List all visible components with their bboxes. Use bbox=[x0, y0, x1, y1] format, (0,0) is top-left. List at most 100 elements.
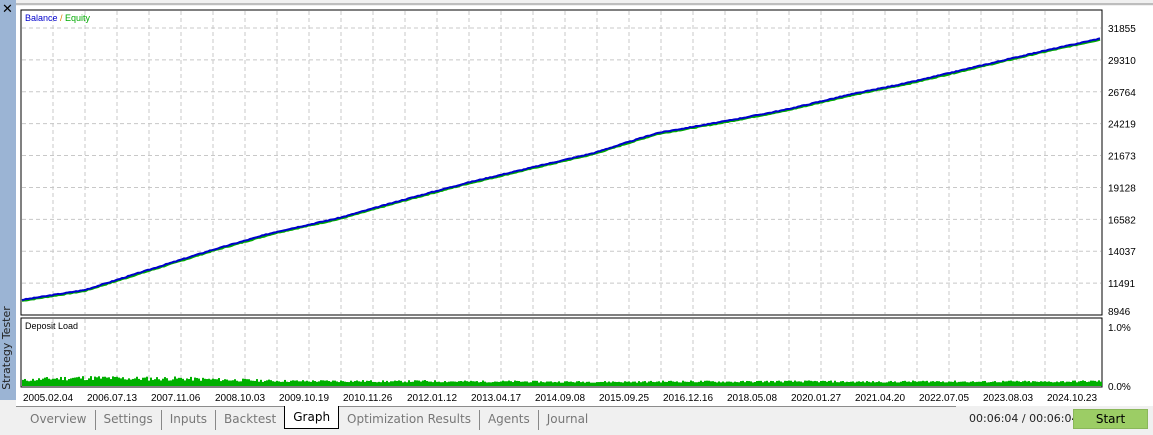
deposit-load-bar bbox=[666, 381, 668, 386]
deposit-load-bar bbox=[318, 381, 320, 386]
deposit-load-bar bbox=[142, 377, 144, 386]
deposit-load-bar bbox=[516, 380, 518, 386]
deposit-load-bar bbox=[220, 381, 222, 386]
x-tick-label: 2007.11.06 bbox=[151, 393, 201, 404]
deposit-load-bar bbox=[214, 379, 216, 386]
tab-overview[interactable]: Overview bbox=[22, 410, 96, 430]
deposit-load-bar bbox=[86, 380, 88, 386]
deposit-load-frame bbox=[20, 317, 1103, 388]
deposit-load-bar bbox=[306, 380, 308, 386]
deposit-load-bar bbox=[568, 381, 570, 386]
deposit-load-bar bbox=[912, 380, 914, 386]
deposit-load-bar bbox=[750, 381, 752, 386]
close-icon[interactable]: ✕ bbox=[2, 2, 13, 17]
deposit-load-bar bbox=[242, 378, 244, 386]
deposit-load-bar bbox=[904, 380, 906, 386]
x-tick-label: 2014.09.08 bbox=[535, 393, 585, 404]
deposit-load-bar bbox=[210, 379, 212, 386]
deposit-load-bar bbox=[190, 376, 192, 386]
tab-backtest[interactable]: Backtest bbox=[224, 412, 277, 426]
deposit-load-bar bbox=[1054, 382, 1056, 386]
deposit-load-bar bbox=[410, 381, 412, 386]
deposit-load-bar bbox=[308, 381, 310, 386]
deposit-load-bar bbox=[512, 382, 514, 386]
deposit-load-bar bbox=[182, 378, 184, 386]
deposit-load-bar bbox=[732, 382, 734, 386]
deposit-load-bar bbox=[554, 381, 556, 386]
deposit-load-bar bbox=[1006, 381, 1008, 386]
deposit-load-bar bbox=[110, 379, 112, 386]
deposit-load-bar bbox=[218, 378, 220, 386]
deposit-load-bar bbox=[876, 382, 878, 386]
deposit-load-bar bbox=[564, 381, 566, 386]
tab-bar: Overview Settings Inputs Backtest Graph Optim… bbox=[16, 406, 956, 435]
y-tick-label: 26764 bbox=[1108, 88, 1136, 99]
deposit-load-bar bbox=[274, 381, 276, 386]
deposit-load-bar bbox=[480, 381, 482, 386]
deposit-load-bar bbox=[498, 381, 500, 386]
deposit-load-bar bbox=[286, 381, 288, 386]
deposit-load-bar bbox=[1062, 381, 1064, 386]
deposit-load-bar bbox=[204, 378, 206, 386]
deposit-load-bar bbox=[452, 381, 454, 386]
deposit-load-bar bbox=[364, 381, 366, 386]
tab-inputs[interactable]: Inputs bbox=[162, 410, 217, 430]
balance-equity-chart: 31855 29310 26764 24219 21673 19128 16582 14037… bbox=[20, 9, 1136, 404]
deposit-load-bar bbox=[706, 380, 708, 386]
deposit-load-bar bbox=[128, 378, 130, 386]
deposit-load-bar bbox=[490, 382, 492, 386]
deposit-load-bar bbox=[372, 381, 374, 386]
deposit-load-bar bbox=[856, 381, 858, 386]
deposit-load-bar bbox=[482, 380, 484, 386]
deposit-load-bar bbox=[724, 382, 726, 386]
deposit-load-bar bbox=[226, 379, 228, 386]
deposit-load-bar bbox=[352, 381, 354, 386]
x-tick-label: 2005.02.04 bbox=[23, 393, 73, 404]
deposit-load-bar bbox=[726, 381, 728, 386]
deposit-load-bar bbox=[360, 381, 362, 386]
deposit-load-bar bbox=[170, 380, 172, 386]
deposit-load-bar bbox=[350, 380, 352, 386]
deposit-load-bar bbox=[138, 378, 140, 386]
deposit-load-bar bbox=[98, 376, 100, 386]
deposit-load-bar bbox=[966, 382, 968, 386]
deposit-load-bar bbox=[100, 378, 102, 386]
deposit-load-bar bbox=[384, 381, 386, 386]
start-button[interactable]: Start bbox=[1073, 409, 1148, 429]
deposit-load-bar bbox=[476, 381, 478, 386]
tab-agents[interactable]: Agents bbox=[480, 410, 539, 430]
deposit-load-bar bbox=[580, 382, 582, 386]
deposit-load-bar bbox=[1018, 381, 1020, 386]
deposit-load-bar bbox=[254, 380, 256, 386]
deposit-load-bar bbox=[548, 381, 550, 386]
tab-graph[interactable]: Graph bbox=[284, 406, 340, 429]
deposit-load-bar bbox=[174, 376, 176, 386]
deposit-load-bar bbox=[24, 378, 26, 386]
deposit-load-bar bbox=[178, 377, 180, 386]
deposit-load-bar bbox=[672, 381, 674, 386]
deposit-load-bar bbox=[958, 381, 960, 386]
deposit-load-bar bbox=[930, 381, 932, 386]
deposit-load-bar bbox=[72, 377, 74, 386]
deposit-load-bar bbox=[794, 380, 796, 386]
deposit-load-bar bbox=[854, 382, 856, 386]
deposit-load-bar bbox=[936, 381, 938, 386]
deposit-load-bar bbox=[638, 381, 640, 386]
tab-settings[interactable]: Settings bbox=[96, 410, 162, 430]
x-tick-label: 2018.05.08 bbox=[727, 393, 777, 404]
deposit-load-bar bbox=[828, 380, 830, 386]
tab-journal[interactable]: Journal bbox=[546, 412, 589, 426]
deposit-load-bar bbox=[510, 381, 512, 386]
deposit-load-bar bbox=[74, 377, 76, 386]
x-tick-label: 2010.11.26 bbox=[343, 393, 393, 404]
deposit-load-bar bbox=[82, 376, 84, 386]
deposit-load-bar bbox=[462, 381, 464, 386]
tab-optimization-results[interactable]: Optimization Results bbox=[339, 410, 480, 430]
deposit-load-bar bbox=[184, 380, 186, 386]
deposit-load-bar bbox=[932, 381, 934, 386]
deposit-load-bar bbox=[1002, 380, 1004, 386]
deposit-load-bar bbox=[722, 381, 724, 386]
x-tick-label: 2013.04.17 bbox=[471, 393, 521, 404]
deposit-load-bar bbox=[664, 381, 666, 386]
deposit-load-bar bbox=[770, 380, 772, 386]
